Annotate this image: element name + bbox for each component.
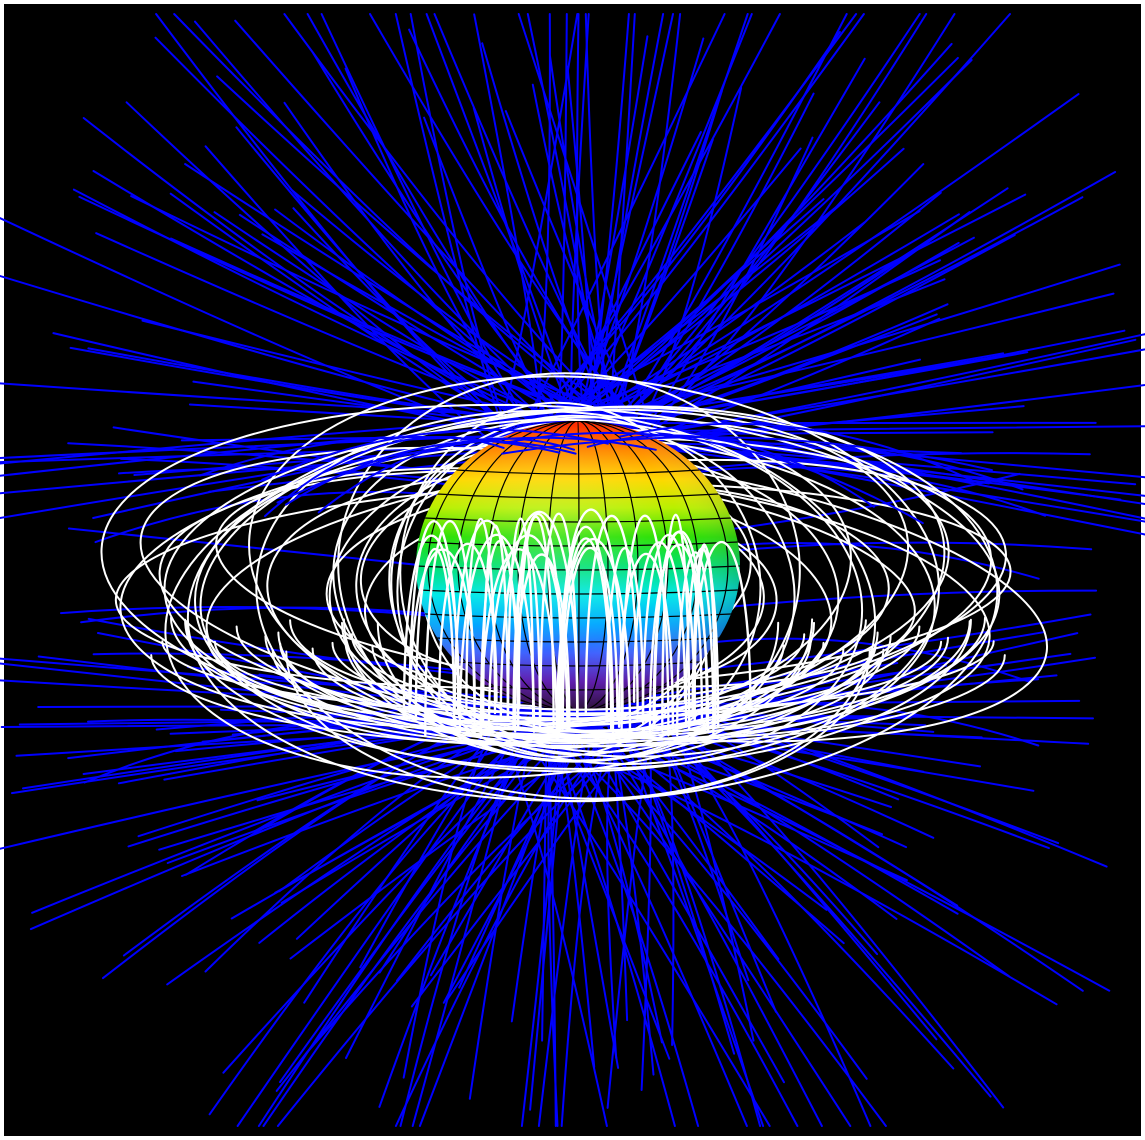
closed-field-loop (632, 541, 687, 703)
closed-field-loop (558, 508, 624, 717)
closed-field-loop (693, 545, 717, 722)
open-field-line (576, 13, 587, 427)
closed-field-loop (184, 618, 972, 770)
closed-field-loop (331, 641, 825, 717)
closed-field-loop (539, 512, 579, 718)
closed-field-loop (584, 514, 639, 715)
open-field-line (216, 75, 641, 426)
open-field-line (697, 637, 1032, 683)
closed-field-loop (458, 533, 536, 733)
closed-field-loop (661, 513, 691, 732)
closed-field-loop (561, 547, 619, 720)
front-field-lines (150, 422, 1006, 803)
closed-field-loop (487, 534, 569, 732)
open-field-line (501, 436, 993, 472)
closed-field-loop (506, 517, 535, 722)
closed-field-loop (465, 517, 497, 715)
open-field-line (198, 436, 561, 477)
closed-field-loop (342, 618, 814, 762)
closed-field-loop (499, 510, 579, 721)
open-field-line (697, 589, 1098, 611)
closed-field-loop (479, 548, 558, 740)
closed-field-loop (648, 543, 710, 734)
open-field-line (549, 55, 623, 422)
closed-field-loop (213, 640, 943, 720)
open-field-line (0, 274, 526, 422)
open-field-line (619, 422, 976, 483)
open-field-line (661, 699, 755, 1042)
open-field-line (537, 704, 599, 1127)
open-field-line (532, 198, 825, 436)
open-field-line (0, 438, 519, 519)
closed-field-loop (311, 647, 845, 732)
closed-field-loop (641, 533, 696, 724)
open-field-line (546, 13, 781, 422)
closed-field-loop (255, 409, 877, 800)
closed-field-loop (264, 635, 892, 738)
closed-field-loop (285, 650, 871, 803)
longitude-line (577, 421, 639, 711)
open-field-line (642, 57, 866, 435)
open-field-line (284, 440, 577, 506)
open-field-line (643, 13, 956, 429)
closed-field-loop (207, 636, 949, 736)
closed-field-loop (376, 621, 780, 763)
open-field-line (597, 13, 1011, 433)
open-field-line (204, 145, 504, 450)
longitude-line (577, 421, 609, 711)
closed-field-loop (350, 633, 806, 711)
closed-field-loop (653, 530, 704, 725)
latitude-line (456, 661, 700, 667)
closed-field-loop (453, 519, 521, 710)
closed-field-loop (517, 515, 555, 729)
open-field-line (503, 431, 924, 525)
closed-field-loop (163, 416, 950, 725)
open-field-line (517, 13, 658, 450)
closed-field-loop (185, 620, 971, 748)
closed-field-loop (235, 625, 921, 721)
open-field-line (320, 13, 544, 444)
closed-field-loop (408, 519, 460, 713)
closed-field-loop (676, 551, 715, 737)
open-field-line (697, 541, 1093, 555)
closed-field-loop (341, 621, 815, 741)
open-field-line (37, 704, 555, 708)
closed-field-loop (424, 520, 476, 737)
open-field-line (586, 434, 875, 508)
open-field-line (394, 13, 511, 445)
closed-field-loop (414, 548, 456, 721)
closed-field-loop (514, 551, 542, 733)
open-field-line (613, 13, 848, 428)
longitude-line (577, 421, 729, 711)
closed-field-loop (170, 616, 986, 739)
open-field-line (554, 131, 702, 432)
